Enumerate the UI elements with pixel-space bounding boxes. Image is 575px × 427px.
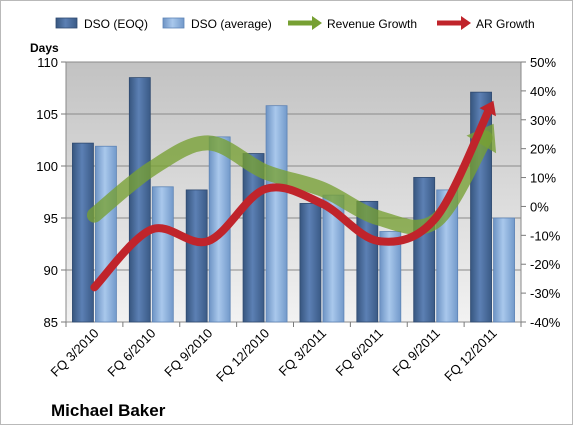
line-series [86,100,497,292]
arrowhead-revenue-growth-icon [466,123,497,154]
y-right-tick-label: 30% [530,113,556,128]
legend-item-ar-growth: AR Growth [437,16,535,31]
company-name: Michael Baker [51,401,166,420]
y-right-tick-label: -30% [530,286,561,301]
legend-label-ar-growth: AR Growth [476,17,535,31]
bar-dso-average [151,186,174,323]
y-right-tick-label: -40% [530,315,561,330]
y-right-tick-label: 20% [530,142,556,157]
legend: DSO (EOQ) DSO (average) Revenue Growth A… [55,16,535,31]
x-tick-label: FQ 12/2010 [213,326,272,385]
bar-dso-average [95,145,117,323]
y-right-tick-label: 0% [530,199,549,214]
legend-label-revenue-growth: Revenue Growth [327,17,417,31]
y-left-tick-label: 110 [37,55,58,70]
y-right-tick-label: 50% [530,55,556,70]
bar-dso-eoq [413,177,436,323]
y-axis-left: 85 90 95 100 105 110 [36,55,66,330]
legend-label-dso-average: DSO (average) [191,17,272,31]
x-tick-label: FQ 6/2010 [104,326,158,380]
legend-arrowhead-ar-growth-icon [461,16,471,30]
y-right-tick-label: -10% [530,228,561,243]
bar-dso-average [379,231,402,323]
legend-item-dso-average: DSO (average) [162,17,272,31]
y-left-tick-label: 100 [36,159,58,174]
bar-dso-eoq [72,142,94,323]
legend-label-dso-eoq: DSO (EOQ) [84,17,148,31]
y-left-tick-label: 105 [36,107,58,122]
y-left-tick-label: 95 [44,211,58,226]
line-ar-growth [90,105,494,292]
legend-item-revenue-growth: Revenue Growth [288,16,417,31]
x-tick-label: FQ 9/2011 [389,326,442,379]
x-tick-label: FQ 9/2010 [161,326,215,380]
y-axis-right: -40% -30% -20% -10% 0% 10% 20% 30% 40% 50% [521,55,561,330]
legend-swatch-dso-eoq [55,17,78,29]
bar-series [72,77,515,323]
legend-swatch-dso-average [162,17,185,29]
y-right-tick-label: -20% [530,257,561,272]
y-left-tick-label: 90 [44,263,58,278]
x-tick-label: FQ 3/2011 [276,326,329,379]
bar-dso-eoq [185,189,208,323]
y-axis-left-title: Days [30,41,59,55]
y-right-tick-label: 10% [530,171,556,186]
bar-dso-eoq [242,153,265,323]
bar-dso-eoq [299,203,322,323]
arrowhead-ar-growth-icon [479,100,496,117]
bar-dso-average [493,217,515,323]
x-tick-label: FQ 12/2011 [441,326,499,384]
x-tick-label: FQ 3/2010 [48,326,102,380]
legend-arrowhead-revenue-growth-icon [312,16,322,30]
y-left-tick-label: 85 [44,315,58,330]
y-right-tick-label: 40% [530,84,556,99]
bar-dso-average [265,105,288,323]
legend-item-dso-eoq: DSO (EOQ) [55,17,148,31]
x-tick-label: FQ 6/2011 [333,326,386,379]
bar-dso-eoq [128,77,151,323]
